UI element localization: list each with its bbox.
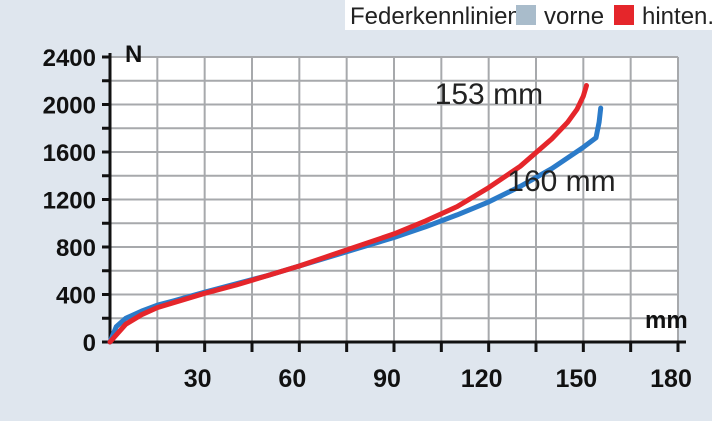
series-line-red bbox=[107, 83, 589, 345]
legend-label-hinten: hinten. bbox=[642, 3, 712, 30]
y-tick-label: 400 bbox=[56, 283, 96, 310]
y-tick-label: 1200 bbox=[43, 188, 96, 215]
legend-title: Federkennlinien: bbox=[350, 3, 527, 30]
axes bbox=[102, 53, 686, 352]
legend-swatch-hinten bbox=[614, 5, 634, 25]
legend: Federkennlinien: vorne hinten. bbox=[345, 0, 712, 30]
grid bbox=[110, 56, 679, 342]
y-tick-label: 0 bbox=[83, 330, 96, 357]
x-tick-label: 150 bbox=[555, 365, 597, 393]
annotation-160mm: 160 mm bbox=[507, 165, 615, 198]
x-axis-label: mm bbox=[645, 307, 688, 334]
x-tick-label: 90 bbox=[373, 365, 401, 393]
annotation-153mm: 153 mm bbox=[435, 78, 543, 111]
x-tick-label: 180 bbox=[650, 365, 692, 393]
x-tick-label: 30 bbox=[184, 365, 212, 393]
tick-labels: 0 400 800 1200 1600 2000 2400 30 60 90 120 150 180 bbox=[43, 45, 692, 393]
x-tick-label: 60 bbox=[278, 365, 306, 393]
y-axis-label: N bbox=[125, 41, 142, 68]
legend-label-vorne: vorne bbox=[544, 3, 604, 30]
x-tick-label: 120 bbox=[461, 365, 503, 393]
y-tick-label: 2400 bbox=[43, 45, 96, 72]
y-tick-label: 2000 bbox=[43, 93, 96, 120]
y-tick-label: 1600 bbox=[43, 140, 96, 167]
series-group bbox=[107, 83, 604, 345]
legend-swatch-vorne bbox=[516, 5, 536, 25]
y-tick-label: 800 bbox=[56, 235, 96, 262]
